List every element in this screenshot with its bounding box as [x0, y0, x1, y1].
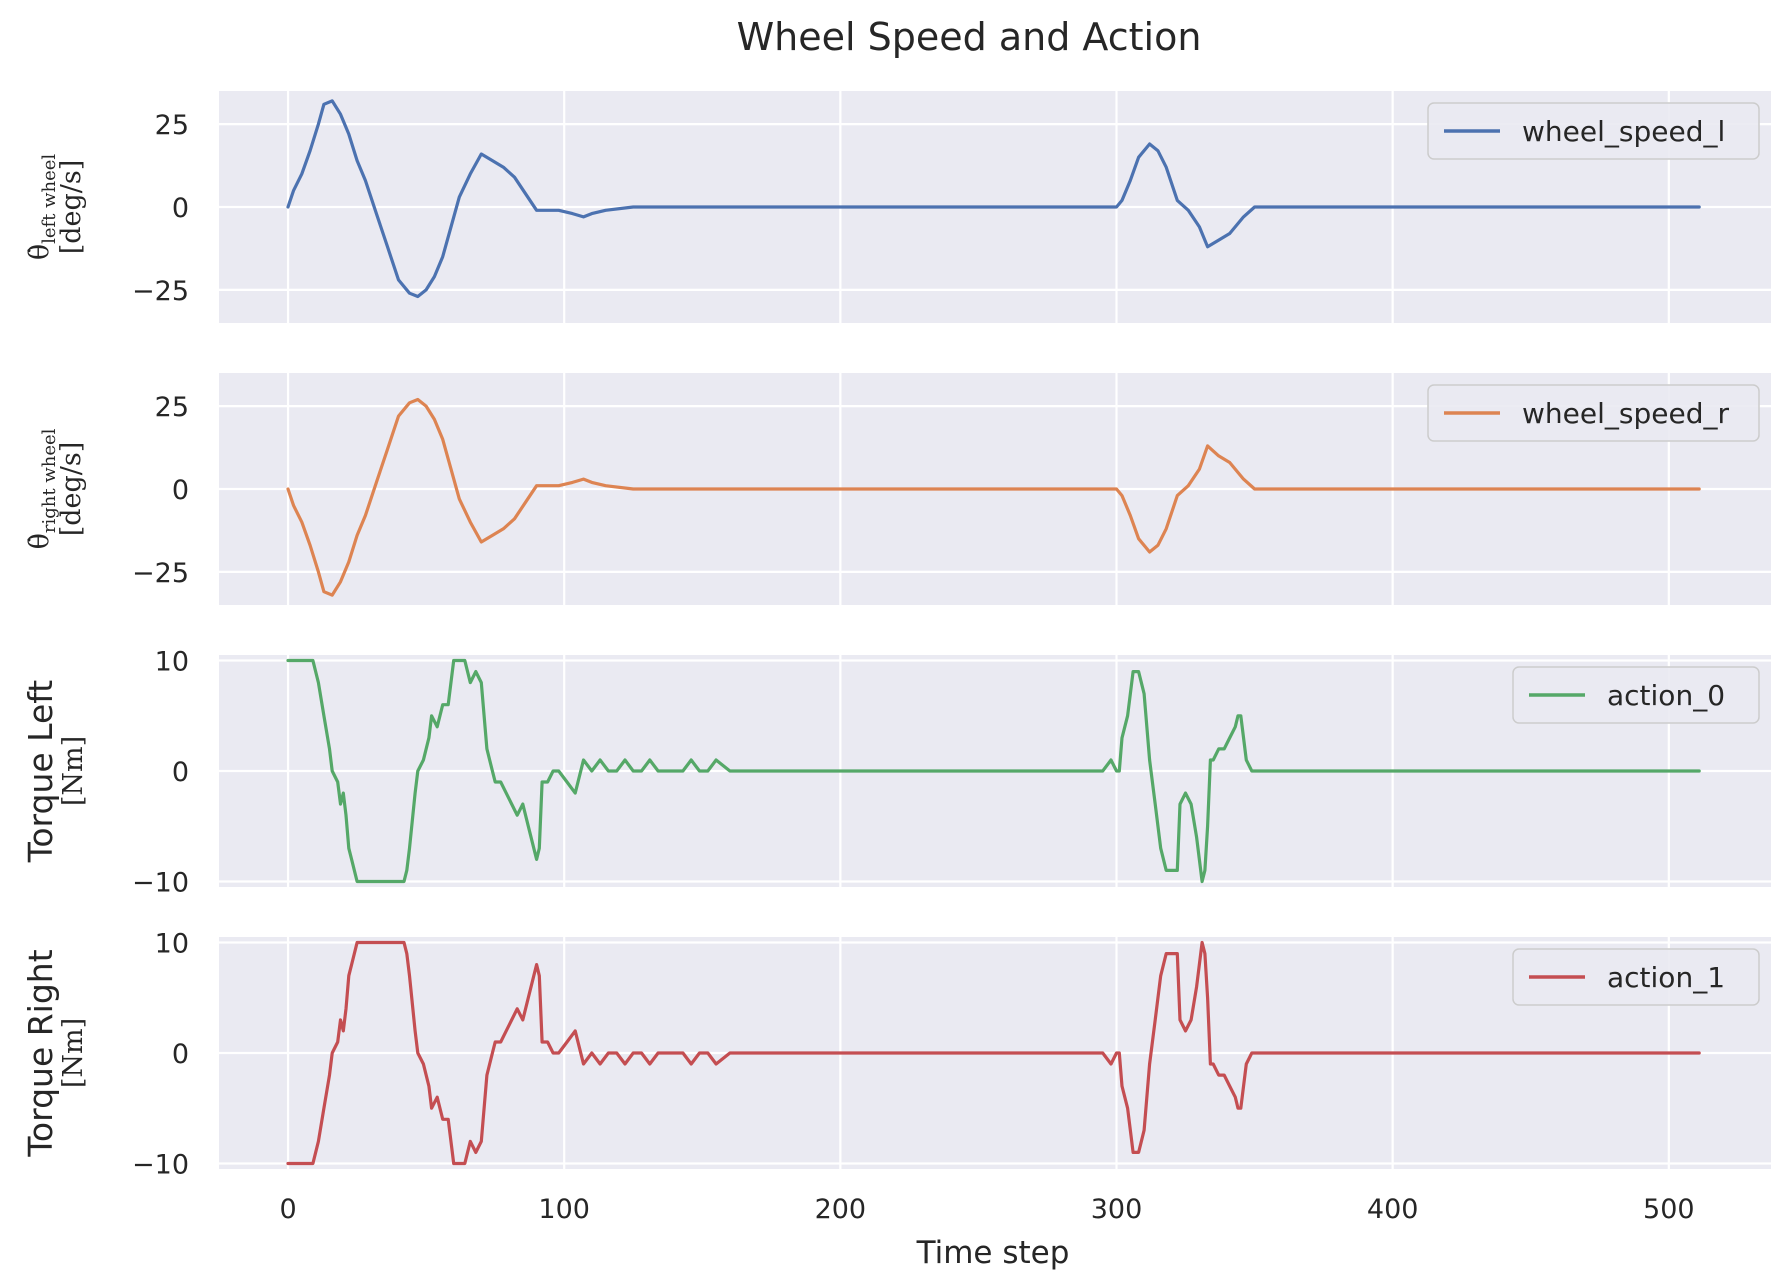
y-axis-label-unit: [Nm] — [58, 1018, 89, 1088]
y-axis-label-unit: [deg/s] — [56, 160, 87, 255]
y-axis-label: Torque Right[Nm] — [21, 949, 89, 1157]
x-tick-label: 300 — [1091, 1194, 1143, 1225]
y-tick-label: 0 — [172, 193, 189, 224]
y-axis-label: θ̇right wheel[deg/s] — [24, 428, 87, 549]
x-axis-label: Time step — [916, 1235, 1070, 1271]
y-axis-label: θ̇left wheel[deg/s] — [24, 154, 87, 261]
panel-1: −25 0 25 wheel_speed_l θ̇left wheel[deg/s] — [24, 91, 1771, 323]
legend-frame — [1512, 948, 1760, 1006]
y-axis-label-main: Torque Right — [21, 949, 60, 1157]
x-tick-label: 400 — [1367, 1194, 1419, 1225]
x-tick-label: 200 — [815, 1194, 867, 1225]
legend: wheel_speed_r — [1427, 384, 1760, 442]
legend-frame — [1427, 102, 1760, 160]
y-tick-label: −10 — [132, 1149, 189, 1180]
y-axis-label: Torque Left[Nm] — [21, 680, 89, 864]
legend-label: wheel_speed_r — [1522, 397, 1729, 430]
panel-4: −10 0 10 action_1 Torque Right[Nm] 0 100 200 300… — [21, 929, 1771, 1225]
legend: action_0 — [1512, 666, 1760, 724]
chart-title: Wheel Speed and Action — [737, 15, 1202, 59]
series-line-action_0 — [286, 658, 1701, 884]
y-axis-label-unit: [deg/s] — [56, 442, 87, 537]
x-tick-label: 100 — [538, 1194, 590, 1225]
series-line-wheel_speed_l — [286, 99, 1701, 299]
legend: wheel_speed_l — [1427, 102, 1760, 160]
legend-label: action_1 — [1607, 961, 1725, 994]
series-line-action_1 — [286, 940, 1701, 1166]
y-axis-label-unit: [Nm] — [58, 736, 89, 806]
y-tick-label: −25 — [132, 558, 189, 589]
y-tick-label: 0 — [172, 757, 189, 788]
x-tick-label: 0 — [279, 1194, 296, 1225]
legend-frame — [1512, 666, 1760, 724]
y-tick-label: 25 — [155, 110, 189, 141]
y-axis-label-main: Torque Left — [21, 680, 60, 864]
legend: action_1 — [1512, 948, 1760, 1006]
y-axis-label-symbol: θ̇right wheel — [24, 428, 60, 549]
series-line-wheel_speed_r — [286, 397, 1701, 597]
y-tick-label: 0 — [172, 475, 189, 506]
y-tick-label: −10 — [132, 867, 189, 898]
legend-frame — [1427, 384, 1760, 442]
panel-2: −25 0 25 wheel_speed_r θ̇right wheel[deg/s] — [24, 373, 1771, 605]
y-tick-label: 25 — [155, 392, 189, 423]
y-tick-label: 10 — [155, 929, 189, 960]
x-tick-label: 500 — [1643, 1194, 1695, 1225]
legend-label: action_0 — [1607, 679, 1725, 712]
panel-3: −10 0 10 action_0 Torque Left[Nm] — [21, 647, 1771, 898]
y-tick-label: 10 — [155, 647, 189, 678]
legend-label: wheel_speed_l — [1522, 115, 1725, 148]
y-tick-label: 0 — [172, 1039, 189, 1070]
y-tick-label: −25 — [132, 276, 189, 307]
y-axis-label-symbol: θ̇left wheel — [24, 154, 60, 261]
